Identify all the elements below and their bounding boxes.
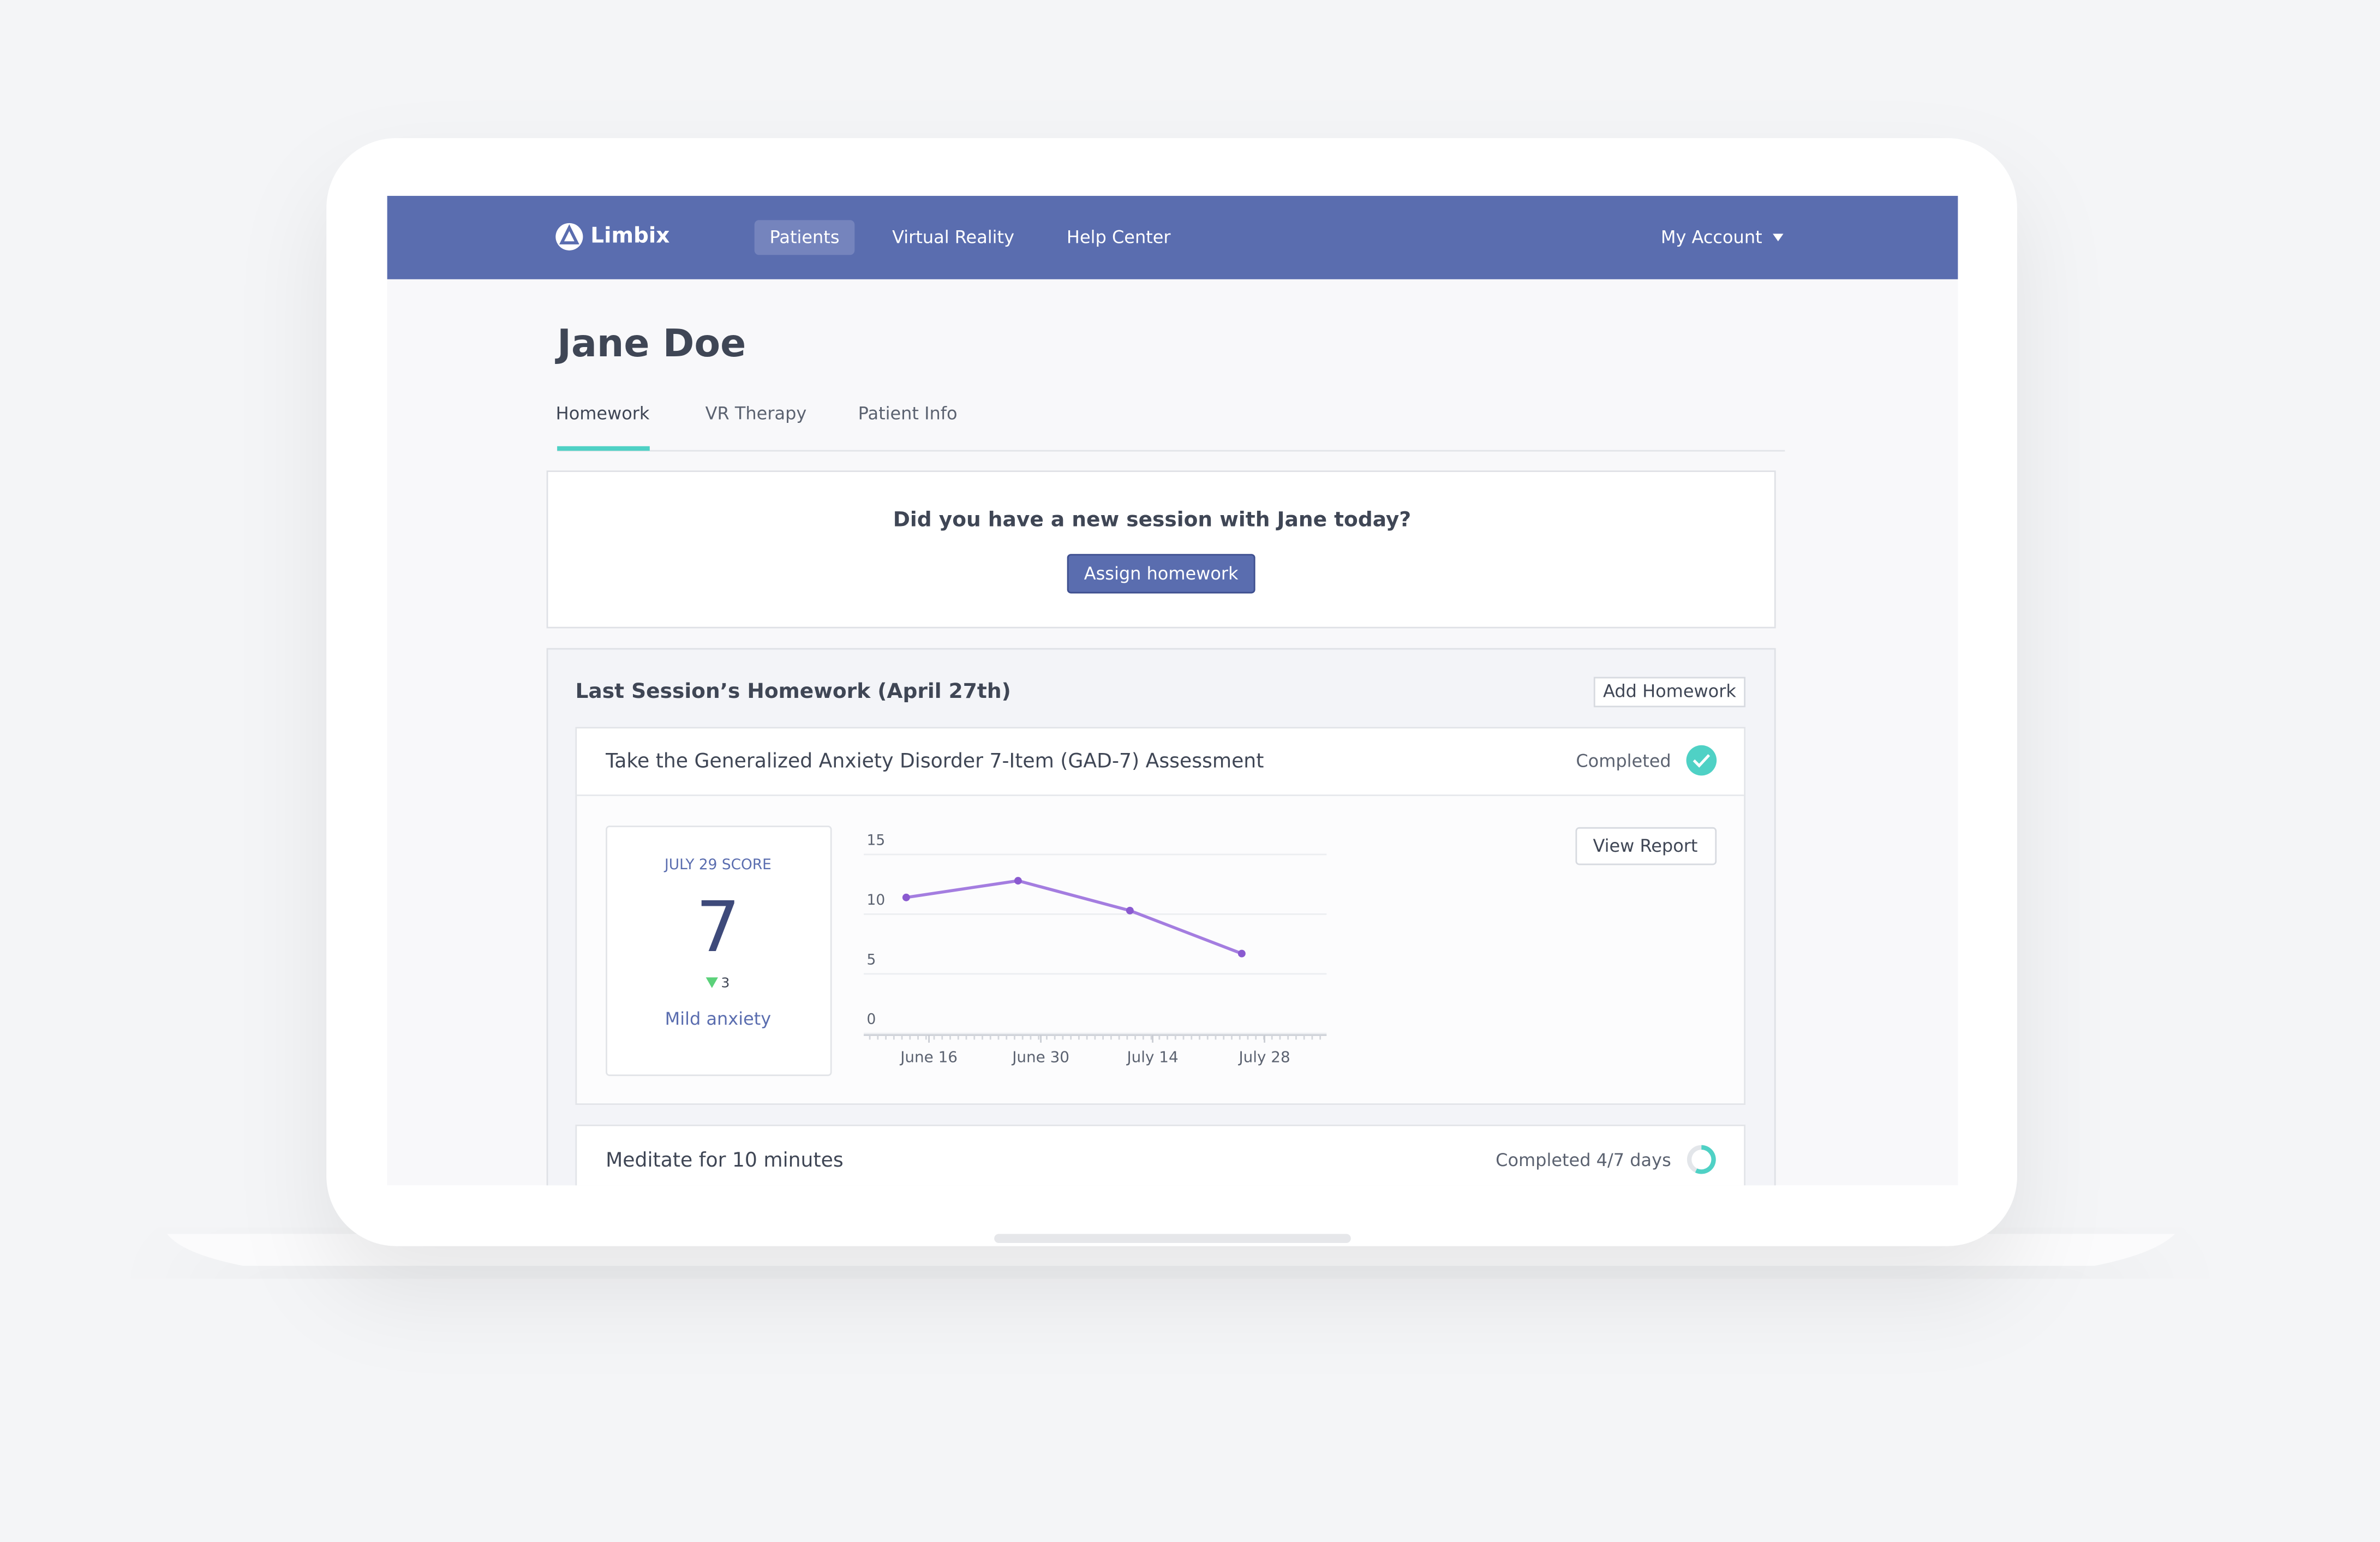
check-mark bbox=[1693, 754, 1711, 768]
view-report-label[interactable]: View Report bbox=[1593, 835, 1697, 856]
logo-text: Limbix bbox=[590, 223, 669, 248]
y-tick-label: 5 bbox=[867, 951, 876, 968]
score-point bbox=[1237, 949, 1246, 958]
nav-bar bbox=[387, 195, 1958, 279]
account-menu[interactable]: My Account bbox=[1661, 227, 1762, 248]
score-line bbox=[906, 879, 1242, 955]
severity: Mild anxiety bbox=[665, 1008, 772, 1029]
nav-link[interactable]: Help Center bbox=[1067, 227, 1171, 248]
score-point bbox=[1126, 906, 1134, 915]
nav-link[interactable]: Virtual Reality bbox=[892, 227, 1014, 248]
tab[interactable]: Patient Info bbox=[858, 403, 958, 423]
add-homework-label[interactable]: Add Homework bbox=[1603, 680, 1736, 701]
x-tick-label: July 14 bbox=[1126, 1048, 1178, 1066]
patient-name: Jane Doe bbox=[555, 321, 746, 366]
item-title: Meditate for 10 minutes bbox=[606, 1148, 844, 1172]
homework-title: Last Session’s Homework (April 27th) bbox=[575, 679, 1010, 703]
tab[interactable]: VR Therapy bbox=[705, 403, 807, 423]
nav-link[interactable]: Patients bbox=[770, 227, 840, 248]
nav-active-bg bbox=[754, 220, 855, 255]
y-tick-label: 15 bbox=[867, 832, 886, 848]
progress-ring bbox=[1695, 1145, 1716, 1174]
assign-button[interactable] bbox=[1067, 554, 1255, 594]
change-arrow bbox=[705, 977, 718, 988]
prompt-question: Did you have a new session with Jane tod… bbox=[893, 507, 1411, 531]
prompt-card bbox=[546, 470, 1776, 629]
laptop-notch bbox=[994, 1234, 1351, 1244]
assessment-header bbox=[577, 728, 1744, 796]
x-tick-label: July 28 bbox=[1237, 1048, 1290, 1066]
score-card bbox=[606, 826, 832, 1077]
dropdown-arrow bbox=[1773, 234, 1784, 242]
logo-mark bbox=[559, 224, 579, 244]
add-homework-button[interactable] bbox=[1593, 677, 1746, 708]
item-title: Take the Generalized Anxiety Disorder 7-… bbox=[605, 749, 1264, 772]
y-tick-label: 10 bbox=[867, 892, 886, 909]
tab-active[interactable]: Homework bbox=[556, 403, 650, 423]
view-report-button[interactable] bbox=[1575, 827, 1717, 865]
score-point bbox=[902, 893, 910, 901]
meditate-card bbox=[575, 1125, 1746, 1186]
screen: Limbix Patients Virtual Reality Help Cen… bbox=[387, 195, 1958, 1186]
assign-button-label[interactable]: Assign homework bbox=[1084, 563, 1239, 584]
score-point bbox=[1014, 877, 1022, 885]
tab-underline bbox=[557, 446, 650, 451]
x-tick-label: June 30 bbox=[1011, 1048, 1069, 1066]
x-tick-label: June 16 bbox=[899, 1048, 958, 1066]
score-chart: 0 5 10 15 June 16 June 30 July 14 July 28 bbox=[863, 832, 1327, 1066]
y-tick-label: 0 bbox=[867, 1011, 876, 1028]
item-status: Completed 4/7 days bbox=[1496, 1150, 1671, 1170]
score-value: 7 bbox=[696, 887, 740, 968]
score-change: 3 bbox=[721, 975, 730, 990]
score-label: JULY 29 SCORE bbox=[663, 856, 772, 873]
item-status: Completed bbox=[1576, 750, 1671, 771]
check-icon bbox=[1686, 745, 1717, 776]
